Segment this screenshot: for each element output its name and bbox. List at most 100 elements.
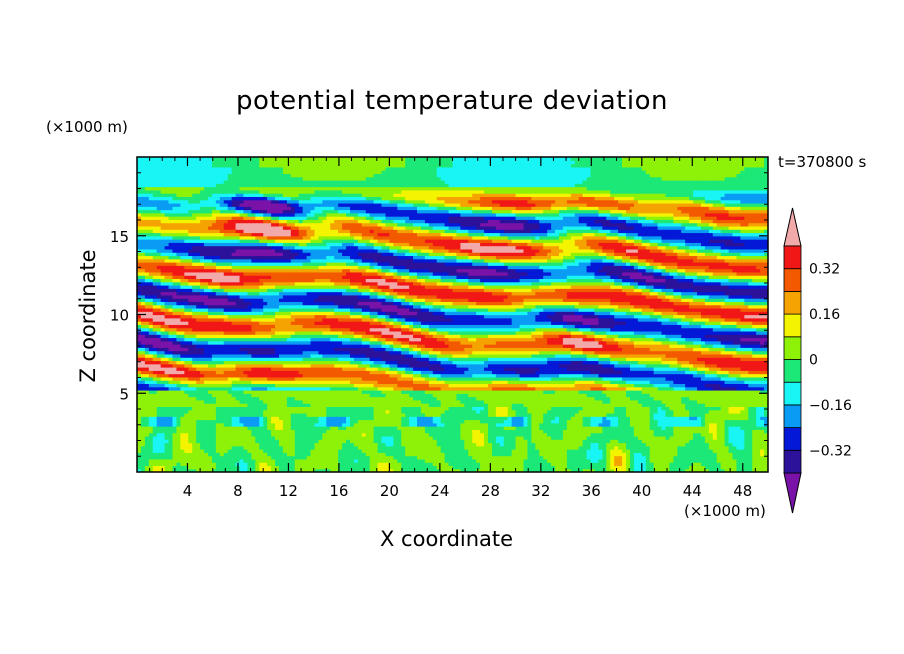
field-cell [247,383,252,388]
field-cell [732,389,738,394]
field-cell [535,386,540,391]
field-cell [543,396,548,401]
field-cell [184,406,189,411]
field-cell [594,419,600,424]
field-cell [172,370,178,375]
field-cell [239,468,245,472]
field-cell [480,412,485,417]
field-cell [452,393,458,398]
field-cell [464,439,469,444]
field-cell [752,396,757,401]
field-cell [543,389,548,394]
field-cell [448,426,454,430]
field-cell [267,399,272,404]
field-cell [219,458,225,463]
field-cell [681,383,686,388]
field-cell [369,416,375,421]
field-cell [302,465,308,470]
field-cell [484,455,489,460]
field-cell [365,393,371,398]
field-cell [428,373,434,378]
field-cell [389,442,394,447]
field-cell [460,442,465,447]
field-cell [184,370,189,375]
field-cell [164,439,170,444]
field-cell [527,409,532,414]
field-cell [693,455,698,460]
field-cell [460,396,465,401]
field-cell [736,416,741,421]
field-cell [211,373,217,378]
field-cell [562,439,568,444]
field-cell [215,435,221,440]
field-cell [428,393,434,398]
field-cell [551,380,556,385]
field-cell [511,412,517,417]
field-cell [215,465,221,470]
field-cell [357,393,363,398]
field-cell [547,386,552,391]
field-cell [405,462,410,467]
field-cell [551,426,556,430]
field-cell [460,445,465,450]
field-cell [527,416,532,421]
field-cell [732,406,738,411]
field-cell [168,370,174,375]
field-cell [424,435,430,440]
field-cell [369,435,375,440]
field-cell [669,380,674,385]
field-cell [342,376,347,381]
field-cell [417,449,422,453]
field-cell [507,376,513,381]
field-cell [137,406,142,411]
field-cell [562,455,568,460]
field-cell [342,468,347,472]
field-cell [180,393,185,398]
field-cell [342,412,347,417]
field-cell [606,396,611,401]
field-cell [405,442,410,447]
field-cell [251,386,256,391]
field-cell [310,396,316,401]
field-cell [464,458,469,463]
field-cell [148,403,154,407]
field-cell [543,458,548,463]
field-cell [547,445,552,450]
field-cell [290,376,296,381]
field-cell [704,455,710,460]
field-cell [503,373,509,378]
field-cell [582,435,588,440]
field-cell [626,468,631,472]
field-cell [381,409,387,414]
field-cell [342,426,347,430]
field-cell [192,367,197,371]
field-cell [456,370,461,375]
field-cell [436,458,442,463]
field-cell [669,429,674,434]
field-cell [645,406,651,411]
field-cell [649,422,655,427]
field-cell [724,422,730,427]
field-cell [184,393,189,398]
field-cell [314,383,320,388]
field-cell [523,458,529,463]
field-cell [551,432,556,437]
field-cell [626,419,631,424]
field-cell [728,416,734,421]
field-cell [204,367,209,371]
field-cell [361,389,367,394]
field-cell [330,416,335,421]
field-cell [144,373,150,378]
field-cell [377,380,383,385]
field-cell [657,455,663,460]
field-cell [444,419,450,424]
field-cell [215,367,221,371]
field-cell [586,416,592,421]
field-cell [543,416,548,421]
field-cell [314,406,320,411]
field-cell [275,449,280,453]
field-cell [748,406,753,411]
field-cell [499,429,505,434]
field-cell [645,370,651,375]
field-cell [515,442,521,447]
